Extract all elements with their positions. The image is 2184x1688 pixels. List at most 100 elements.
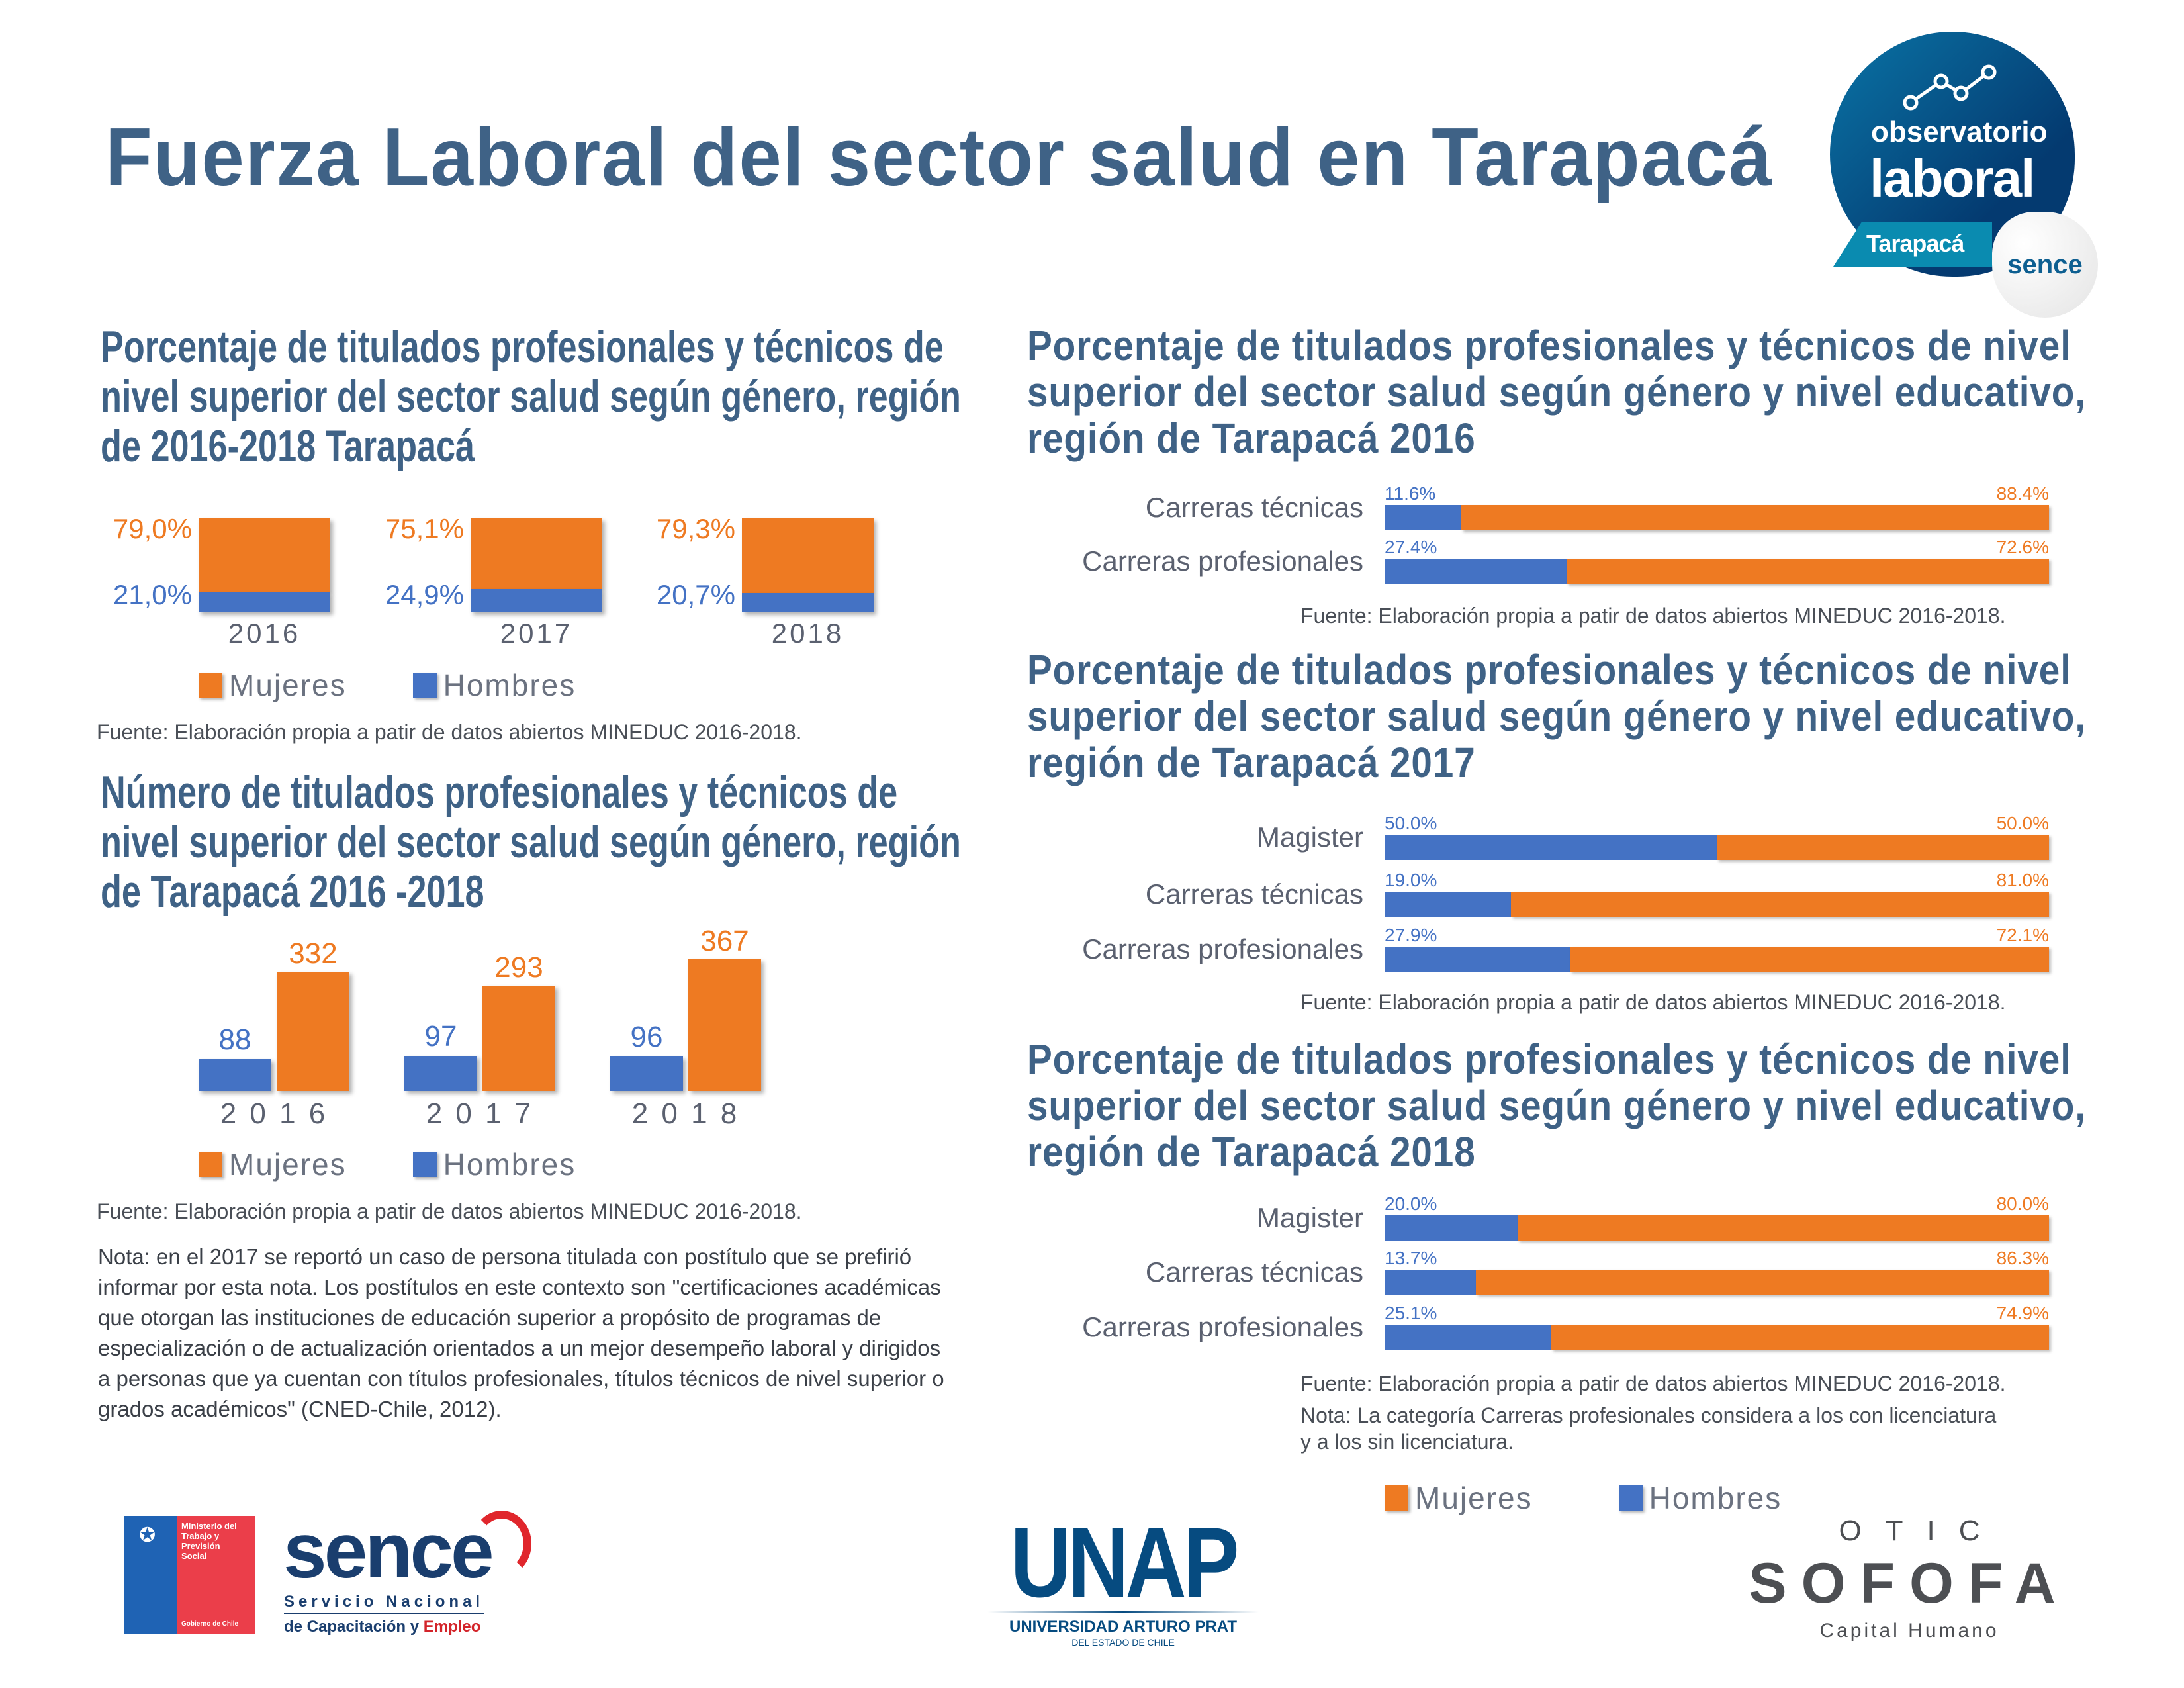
title-line: región de Tarapacá 2017 — [1027, 739, 1476, 786]
postitulo-note: Nota: en el 2017 se reportó un caso de p… — [98, 1244, 944, 1421]
chart-title: Porcentaje de titulados profesionales y … — [1027, 322, 2086, 461]
unap-line1: UNIVERSIDAD ARTURO PRAT — [1009, 1618, 1237, 1636]
bar-hombres — [742, 592, 874, 612]
sence-badge: sence — [1992, 212, 2098, 318]
unap-divider — [987, 1611, 1259, 1613]
ministerio-text: Trabajo y — [181, 1531, 220, 1541]
sofofa-wordmark: SOFOFA — [1749, 1552, 2070, 1615]
label-mujeres: 86.3% — [1996, 1248, 2049, 1268]
sence-wordmark: sence — [283, 1507, 494, 1595]
region-label: Tarapacá — [1866, 230, 1964, 257]
label-hombres: 13.7% — [1385, 1248, 1437, 1268]
label-hombres: 24,9% — [385, 579, 464, 610]
label-mujeres: 72.6% — [1996, 537, 2049, 557]
year-label: 2016 — [228, 618, 301, 649]
page-title: Fuerza Laboral del sector salud en Tarap… — [105, 112, 1773, 203]
category-label: Carreras técnicas — [1145, 492, 1363, 523]
legend-label-hombres: Hombres — [443, 668, 576, 702]
bar-hombres — [1385, 1325, 1551, 1350]
sence-line1: Servicio Nacional — [284, 1593, 484, 1614]
title-line: Porcentaje de titulados profesionales y … — [1027, 322, 2071, 369]
bar-mujeres — [688, 959, 761, 1091]
bar-mujeres — [471, 518, 602, 589]
gobierno-text: Gobierno de Chile — [181, 1620, 239, 1628]
ministerio-text: Ministerio del — [181, 1521, 237, 1531]
line-chart-icon — [1903, 64, 1997, 111]
title-line: superior del sector salud según género y… — [1027, 368, 2086, 416]
label-mujeres: 88.4% — [1996, 483, 2049, 504]
title-line: superior del sector salud según género y… — [1027, 1082, 2086, 1129]
unap-logo: UNAP UNIVERSIDAD ARTURO PRAT DEL ESTADO … — [987, 1507, 1259, 1652]
chart-source: Fuente: Elaboración propia a patir de da… — [1300, 990, 2006, 1014]
label-hombres: 20,7% — [656, 579, 735, 610]
label-mujeres: 72.1% — [1996, 925, 2049, 945]
legend-swatch-hombres — [412, 673, 437, 698]
bar-hombres — [199, 1059, 271, 1091]
coat-of-arms-icon: ✪ — [124, 1516, 177, 1634]
chart2-source: Fuente: Elaboración propia a patir de da… — [97, 1199, 802, 1223]
bar-hombres — [1385, 559, 1567, 584]
bar-hombres — [199, 592, 330, 612]
label-mujeres: 80.0% — [1996, 1194, 2049, 1214]
category-label: Carreras profesionales — [1082, 545, 1363, 577]
title-line: superior del sector salud según género y… — [1027, 692, 2086, 740]
unap-line2: DEL ESTADO DE CHILE — [1071, 1637, 1175, 1648]
legend-label-mujeres: Mujeres — [229, 1147, 347, 1182]
category-label: Magister — [1256, 821, 1363, 853]
sence-badge-text: sence — [2007, 250, 2083, 279]
category-label: Carreras técnicas — [1145, 878, 1363, 910]
bar-mujeres — [1475, 1270, 2049, 1295]
logo-text-laboral: laboral — [1870, 149, 2035, 208]
year-label: 2 0 1 7 — [426, 1098, 534, 1130]
bar-mujeres — [199, 518, 330, 593]
label-mujeres: 79,3% — [656, 513, 735, 544]
label-mujeres: 50.0% — [1996, 813, 2049, 833]
chart-source: Fuente: Elaboración propia a patir de da… — [1300, 604, 2006, 628]
label-hombres: 50.0% — [1385, 813, 1437, 833]
bar-mujeres — [1461, 505, 2049, 530]
title-line: Porcentaje de titulados profesionales y … — [101, 322, 944, 372]
title-line: nivel superior del sector salud según gé… — [101, 371, 961, 422]
value-hombres: 88 — [218, 1023, 251, 1056]
year-label: 2018 — [771, 618, 844, 649]
region-ribbon: Tarapacá — [1833, 222, 1992, 267]
logo-text-observatorio: observatorio — [1871, 116, 2048, 148]
category-label: Carreras técnicas — [1145, 1256, 1363, 1288]
unap-wordmark: UNAP — [1010, 1507, 1240, 1618]
otic-text: OTIC — [1839, 1515, 2004, 1547]
bar-hombres — [1385, 1270, 1476, 1295]
label-hombres: 11.6% — [1385, 483, 1436, 504]
right-legend: Mujeres Hombres — [1385, 1480, 1782, 1516]
legend-swatch-mujeres — [1385, 1485, 1408, 1511]
chart1-title: Porcentaje de titulados profesionales y … — [101, 322, 961, 471]
bar-mujeres — [1517, 1215, 2049, 1241]
bar-mujeres — [1567, 559, 2049, 584]
title-line: de 2016-2018 Tarapacá — [101, 421, 475, 471]
chart1-legend: Mujeres Hombres — [199, 667, 576, 703]
chart2-legend: Mujeres Hombres — [199, 1147, 576, 1182]
title-line: Porcentaje de titulados profesionales y … — [1027, 646, 2071, 694]
sence-line2: de Capacitación y Empleo — [284, 1618, 480, 1636]
year-label: 2 0 1 6 — [220, 1098, 328, 1130]
sence-line2a: de Capacitación y — [284, 1618, 424, 1636]
label-mujeres: 79,0% — [113, 513, 192, 544]
sence-logo: sence Servicio Nacional de Capacitación … — [280, 1509, 538, 1642]
title-line: Porcentaje de titulados profesionales y … — [1027, 1035, 2071, 1083]
bar-hombres — [404, 1056, 477, 1091]
chart2-title: Número de titulados profesionales y técn… — [101, 768, 961, 917]
bar-hombres — [1385, 892, 1511, 917]
legend-label-hombres: Hombres — [1649, 1481, 1782, 1515]
title-line: Número de titulados profesionales y técn… — [101, 767, 898, 818]
legend-swatch-mujeres — [199, 1152, 222, 1177]
chart-source: Fuente: Elaboración propia a patir de da… — [1300, 1372, 2006, 1395]
legend-label-mujeres: Mujeres — [229, 668, 347, 702]
legend-label-hombres: Hombres — [443, 1147, 576, 1182]
bar-mujeres — [742, 518, 874, 593]
label-hombres: 19.0% — [1385, 870, 1437, 890]
bar-hombres — [1385, 947, 1570, 972]
value-mujeres: 293 — [494, 951, 543, 984]
bar-hombres — [1385, 1215, 1518, 1241]
ministerio-text: Social — [181, 1551, 207, 1561]
value-mujeres: 367 — [700, 925, 749, 958]
title-line: de Tarapacá 2016 -2018 — [101, 867, 484, 917]
